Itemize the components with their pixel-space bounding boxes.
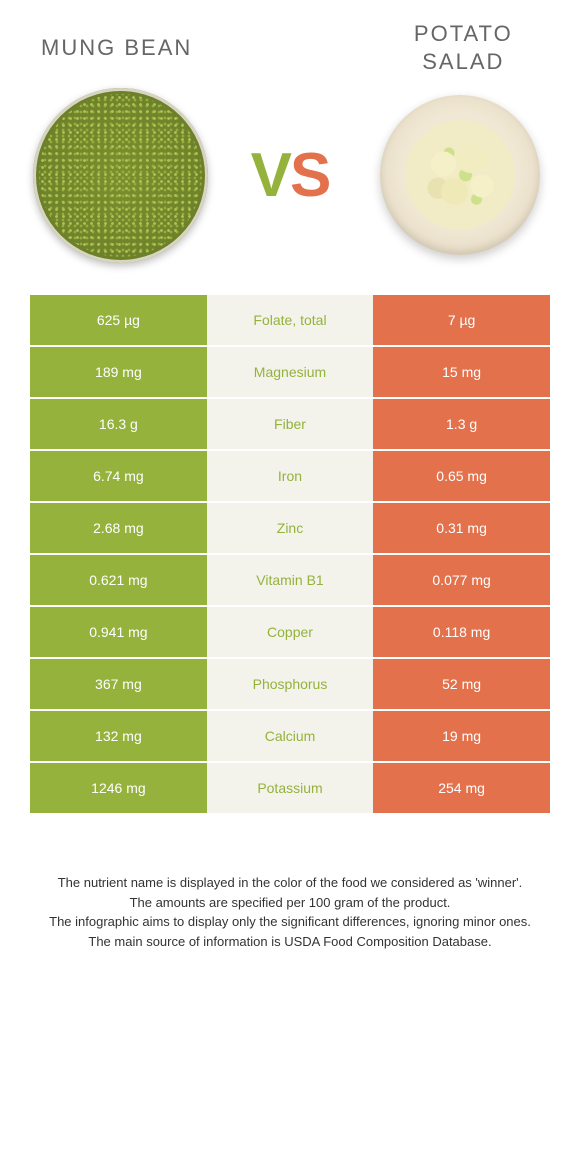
cell-right-value: 15 mg [373, 347, 550, 397]
cell-right-value: 1.3 g [373, 399, 550, 449]
table-row: 6.74 mgIron0.65 mg [30, 451, 550, 501]
cell-nutrient-name: Zinc [207, 503, 373, 553]
nutrient-table: 625 µgFolate, total7 µg189 mgMagnesium15… [30, 295, 550, 813]
cell-nutrient-name: Calcium [207, 711, 373, 761]
cell-left-value: 2.68 mg [30, 503, 207, 553]
cell-nutrient-name: Vitamin B1 [207, 555, 373, 605]
potato-salad-illustration [380, 95, 540, 255]
cell-left-value: 0.621 mg [30, 555, 207, 605]
cell-nutrient-name: Fiber [207, 399, 373, 449]
footnote-line: The main source of information is USDA F… [30, 932, 550, 952]
table-row: 625 µgFolate, total7 µg [30, 295, 550, 345]
cell-right-value: 0.077 mg [373, 555, 550, 605]
hero-row: VS [30, 85, 550, 265]
table-row: 367 mgPhosphorus52 mg [30, 659, 550, 709]
cell-nutrient-name: Copper [207, 607, 373, 657]
table-row: 16.3 gFiber1.3 g [30, 399, 550, 449]
cell-left-value: 625 µg [30, 295, 207, 345]
cell-nutrient-name: Potassium [207, 763, 373, 813]
cell-left-value: 1246 mg [30, 763, 207, 813]
header-right: POTATO SALAD [377, 20, 550, 75]
cell-right-value: 19 mg [373, 711, 550, 761]
cell-right-value: 0.65 mg [373, 451, 550, 501]
table-row: 0.621 mgVitamin B10.077 mg [30, 555, 550, 605]
cell-right-value: 0.31 mg [373, 503, 550, 553]
food-title-left: MUNG BEAN [30, 34, 203, 62]
vs-label: VS [251, 140, 330, 211]
table-row: 1246 mgPotassium254 mg [30, 763, 550, 813]
table-row: 189 mgMagnesium15 mg [30, 347, 550, 397]
cell-nutrient-name: Phosphorus [207, 659, 373, 709]
vs-s: S [290, 141, 329, 210]
header: MUNG BEAN POTATO SALAD [30, 20, 550, 75]
food-title-right: POTATO SALAD [377, 20, 550, 75]
table-row: 132 mgCalcium19 mg [30, 711, 550, 761]
footnotes: The nutrient name is displayed in the co… [30, 873, 550, 951]
cell-left-value: 367 mg [30, 659, 207, 709]
header-left: MUNG BEAN [30, 34, 203, 62]
footnote-line: The infographic aims to display only the… [30, 912, 550, 932]
table-row: 0.941 mgCopper0.118 mg [30, 607, 550, 657]
cell-left-value: 0.941 mg [30, 607, 207, 657]
infographic-container: MUNG BEAN POTATO SALAD VS 625 µgFolate, … [0, 0, 580, 981]
vs-v: V [251, 141, 290, 210]
cell-left-value: 132 mg [30, 711, 207, 761]
cell-left-value: 189 mg [30, 347, 207, 397]
food-image-right [370, 85, 550, 265]
footnote-line: The nutrient name is displayed in the co… [30, 873, 550, 893]
cell-left-value: 16.3 g [30, 399, 207, 449]
cell-right-value: 52 mg [373, 659, 550, 709]
cell-right-value: 254 mg [373, 763, 550, 813]
food-image-left [30, 85, 210, 265]
cell-right-value: 0.118 mg [373, 607, 550, 657]
table-row: 2.68 mgZinc0.31 mg [30, 503, 550, 553]
footnote-line: The amounts are specified per 100 gram o… [30, 893, 550, 913]
cell-nutrient-name: Folate, total [207, 295, 373, 345]
cell-right-value: 7 µg [373, 295, 550, 345]
cell-nutrient-name: Iron [207, 451, 373, 501]
cell-nutrient-name: Magnesium [207, 347, 373, 397]
cell-left-value: 6.74 mg [30, 451, 207, 501]
mung-bean-illustration [33, 88, 208, 263]
